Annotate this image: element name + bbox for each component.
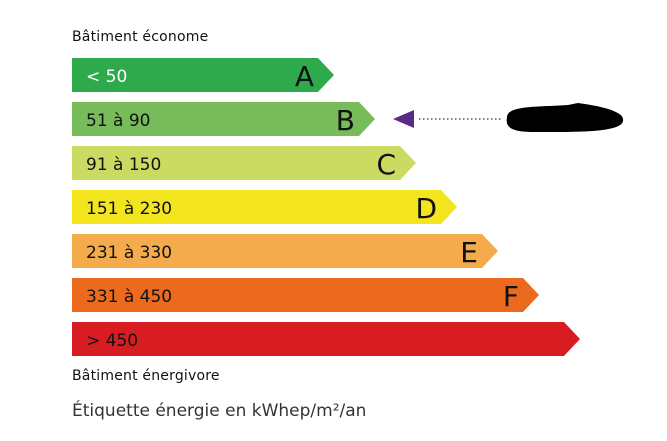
energy-range-label: 51 à 90 <box>86 111 151 131</box>
energy-bar-e <box>72 234 498 268</box>
energy-class-letter: C <box>376 148 396 181</box>
energy-range-label: < 50 <box>86 67 127 87</box>
energy-class-letter: F <box>503 280 519 313</box>
energy-bar-b <box>72 102 375 136</box>
energy-range-label: 331 à 450 <box>86 287 172 307</box>
energy-range-label: > 450 <box>86 331 138 351</box>
energy-range-label: 231 à 330 <box>86 243 172 263</box>
energy-bar-a <box>72 58 334 92</box>
energy-range-label: 151 à 230 <box>86 199 172 219</box>
energy-class-letter: B <box>336 104 355 137</box>
unit-note: Étiquette énergie en kWhep/m²/an <box>72 401 367 421</box>
bottom-caption: Bâtiment énergivore <box>72 368 220 384</box>
energy-bar-d <box>72 190 457 224</box>
redacted-value <box>506 103 624 133</box>
energy-range-label: 91 à 150 <box>86 155 161 175</box>
energy-class-letter: A <box>295 60 314 93</box>
energy-bar-g <box>72 322 580 356</box>
energy-class-letter: D <box>415 192 437 225</box>
energy-bar-c <box>72 146 416 180</box>
energy-class-letter: E <box>460 236 478 269</box>
top-caption: Bâtiment économe <box>72 29 209 45</box>
energy-bar-f <box>72 278 539 312</box>
indicator-arrow-icon <box>393 110 414 128</box>
